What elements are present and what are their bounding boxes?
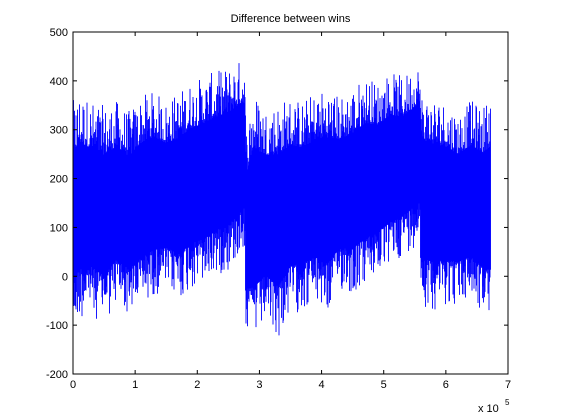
y-axis: -200 -100 0 100 200 300 400 500 xyxy=(46,27,508,381)
x-axis: 0 1 2 3 4 5 6 7 xyxy=(70,32,511,391)
x-axis-multiplier-base: x 10 xyxy=(478,403,499,415)
x-tick-label: 7 xyxy=(505,379,511,391)
x-tick-label: 6 xyxy=(443,379,449,391)
y-tick-label: 100 xyxy=(50,222,68,234)
x-tick-label: 5 xyxy=(381,379,387,391)
x-tick-label: 4 xyxy=(319,379,325,391)
chart-title: Difference between wins xyxy=(231,13,351,25)
x-tick-label: 1 xyxy=(132,379,138,391)
y-tick-label: -200 xyxy=(46,369,68,381)
x-axis-multiplier: x 10 5 xyxy=(478,398,510,415)
y-tick-label: 0 xyxy=(62,271,68,283)
y-tick-label: 200 xyxy=(50,174,68,186)
y-tick-label: 500 xyxy=(50,27,68,39)
x-axis-multiplier-exponent: 5 xyxy=(505,398,510,407)
y-tick-label: -100 xyxy=(46,320,68,332)
y-tick-label: 300 xyxy=(50,125,68,137)
x-tick-label: 2 xyxy=(194,379,200,391)
x-tick-label: 3 xyxy=(256,379,262,391)
axes-box xyxy=(72,31,509,375)
x-tick-label: 0 xyxy=(70,379,76,391)
series-line xyxy=(73,63,491,336)
y-tick-label: 400 xyxy=(50,76,68,88)
plot-data-area xyxy=(73,63,491,336)
